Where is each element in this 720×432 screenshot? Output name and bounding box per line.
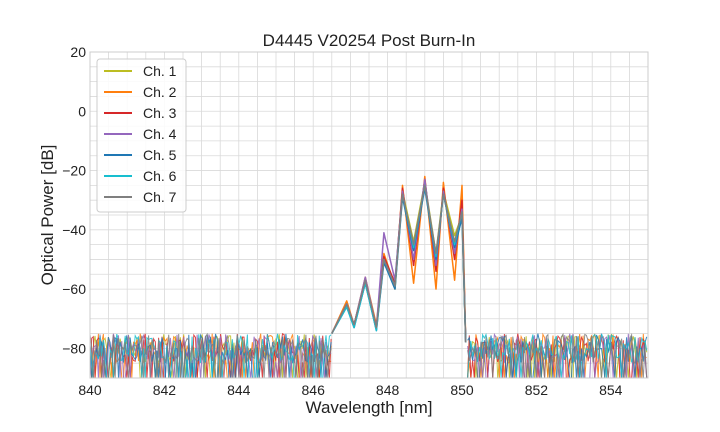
y-tick-label: −40 <box>62 222 86 238</box>
y-tick-label: −60 <box>62 281 86 297</box>
x-axis-label: Wavelength [nm] <box>306 398 433 417</box>
x-tick-label: 852 <box>525 382 549 398</box>
series-line <box>331 184 467 343</box>
axes-frame <box>89 51 649 379</box>
legend: Ch. 1 Ch. 2 Ch. 3 Ch. 4 Ch. 5 Ch. 6 Ch. 7 <box>96 58 187 213</box>
chart-title: D4445 V20254 Post Burn-In <box>263 31 476 50</box>
y-tick-label: 0 <box>78 103 86 119</box>
x-tick-label: 842 <box>153 382 177 398</box>
legend-label: Ch. 4 <box>143 126 177 142</box>
legend-label: Ch. 1 <box>143 63 177 79</box>
noise-trace <box>467 332 648 379</box>
x-tick-label: 840 <box>78 382 102 398</box>
y-axis-label: Optical Power [dB] <box>38 145 57 286</box>
legend-label: Ch. 2 <box>143 84 177 100</box>
x-tick-label: 850 <box>450 382 474 398</box>
y-tick-label: 20 <box>70 44 86 60</box>
x-tick-label: 848 <box>376 382 400 398</box>
x-tick-labels: 840 842 844 846 848 850 852 854 <box>78 382 622 398</box>
x-tick-label: 854 <box>599 382 623 398</box>
noise-trace <box>89 332 332 379</box>
legend-label: Ch. 5 <box>143 147 177 163</box>
legend-box <box>96 58 187 213</box>
legend-label: Ch. 3 <box>143 105 177 121</box>
legend-label: Ch. 6 <box>143 168 177 184</box>
y-tick-labels: 20 0 −20 −40 −60 −80 <box>62 44 86 356</box>
y-tick-label: −20 <box>62 163 86 179</box>
noise-trace <box>467 332 648 379</box>
y-tick-label: −80 <box>62 340 86 356</box>
series-lines <box>331 175 467 343</box>
x-tick-label: 844 <box>227 382 251 398</box>
legend-label: Ch. 7 <box>143 189 177 205</box>
x-tick-label: 846 <box>302 382 326 398</box>
